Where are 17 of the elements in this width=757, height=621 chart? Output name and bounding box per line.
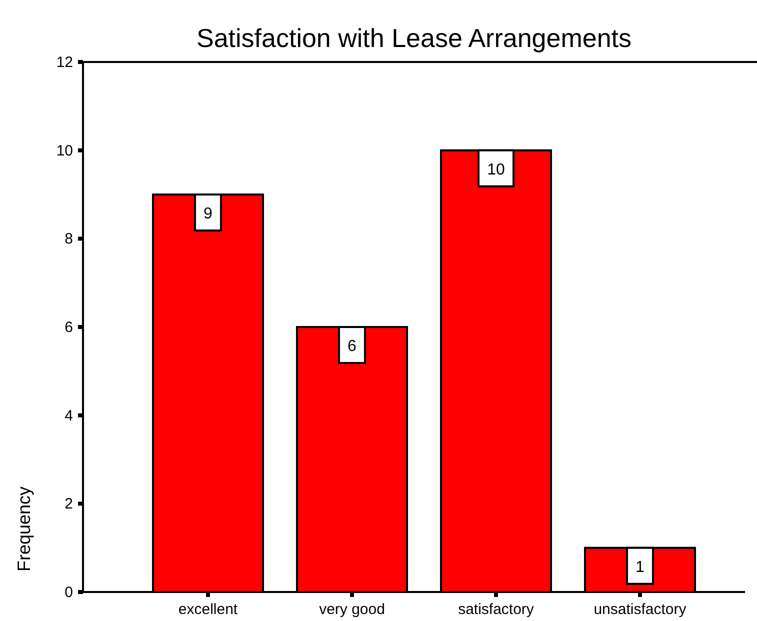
x-tick-label: satisfactory: [458, 601, 534, 618]
y-axis-title: Frequency: [14, 486, 34, 572]
y-tick-label: 8: [64, 230, 73, 248]
data-label: 10: [487, 161, 505, 178]
y-tick-label: 10: [56, 142, 73, 160]
y-tick-label: 12: [56, 54, 73, 71]
chart-title: Satisfaction with Lease Arrangements: [196, 23, 632, 53]
data-label: 9: [204, 206, 213, 222]
x-tick-label: unsatisfactory: [594, 601, 687, 618]
y-tick-label: 4: [64, 407, 73, 424]
data-label: 1: [636, 558, 645, 576]
y-tick-label: 0: [64, 584, 73, 601]
y-tick-label: 2: [64, 496, 73, 513]
y-tick-label: 6: [64, 319, 73, 336]
data-label: 6: [348, 338, 357, 355]
x-tick-label: very good: [319, 601, 385, 618]
x-tick-label: excellent: [178, 601, 238, 618]
